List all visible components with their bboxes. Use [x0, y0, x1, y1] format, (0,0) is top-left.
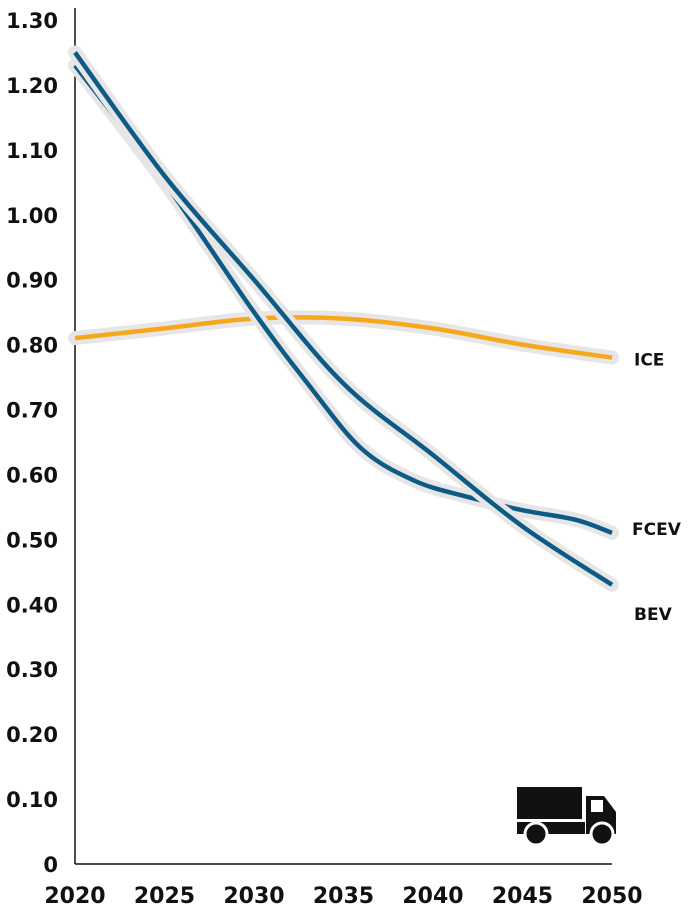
y-tick-label: 0.80	[6, 334, 58, 358]
y-tick-label: 1.30	[6, 9, 58, 33]
x-tick-label: 2025	[134, 884, 195, 909]
y-tick-label: 1.10	[6, 139, 58, 163]
x-tick-label: 2035	[313, 884, 374, 909]
x-tick-label: 2045	[492, 884, 553, 909]
y-tick-label: 0.40	[6, 593, 58, 617]
truck-icon	[517, 787, 616, 847]
y-tick-label: 0.60	[6, 463, 58, 487]
y-tick-label: 0.20	[6, 723, 58, 747]
series-lines	[68, 45, 619, 592]
series-label-ice: ICE	[634, 351, 664, 371]
series-shadow-ice	[68, 310, 619, 365]
x-tick-label: 2030	[223, 884, 284, 909]
y-tick-label: 0.10	[6, 788, 58, 812]
y-tick-label: 0.90	[6, 269, 58, 293]
x-tick-label: 2040	[402, 884, 463, 909]
y-tick-label: 0.50	[6, 528, 58, 552]
y-tick-label: 0.30	[6, 658, 58, 682]
y-tick-label: 0	[43, 853, 58, 877]
x-tick-label: 2020	[44, 884, 105, 909]
y-tick-label: 1.00	[6, 204, 58, 228]
series-line-bev	[73, 51, 614, 587]
axes	[74, 8, 612, 865]
y-tick-labels: 0 0.10 0.20 0.30 0.40 0.50 0.60 0.70 0.80 0.90 1.0…	[6, 9, 58, 877]
series-label-fcev: FCEV	[632, 520, 682, 540]
x-tick-label: 2050	[581, 884, 642, 909]
x-tick-labels: 2020 2025 2030 2035 2040 2045 2050	[44, 884, 642, 909]
series-line-fcev	[73, 64, 613, 536]
y-tick-label: 0.70	[6, 399, 58, 423]
series-shadow-fcev	[68, 58, 619, 540]
series-line-ice	[74, 315, 613, 360]
series-labels: ICE FCEV BEV	[632, 351, 682, 625]
y-tick-label: 1.20	[6, 74, 58, 98]
series-label-bev: BEV	[634, 605, 673, 625]
